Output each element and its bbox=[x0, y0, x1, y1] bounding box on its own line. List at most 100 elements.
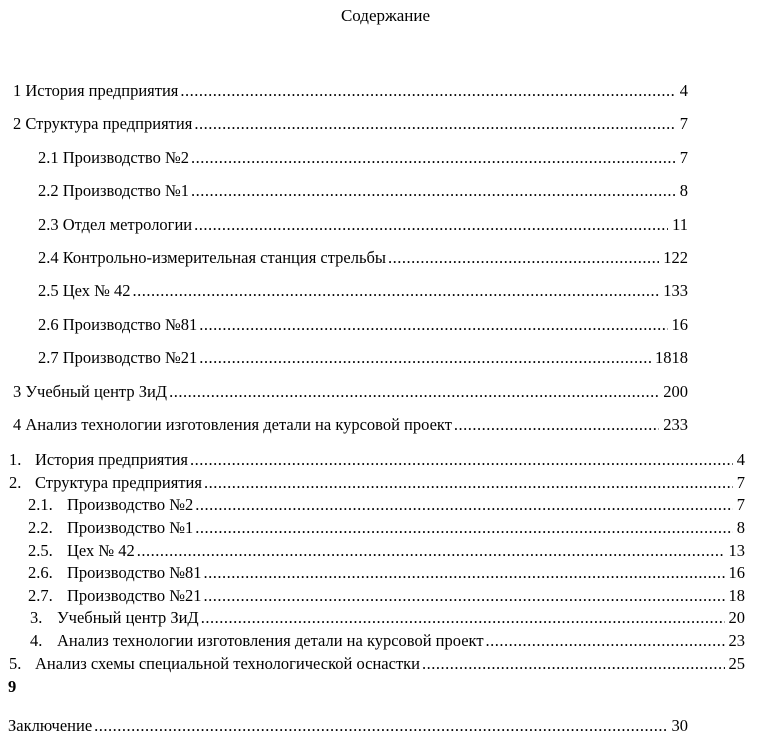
dot-leader bbox=[204, 472, 733, 495]
toc-entry[interactable]: 2.7. Производство №21 18 bbox=[9, 585, 745, 608]
toc-entry-page: 8 bbox=[679, 181, 688, 201]
toc-entry[interactable]: 2 Структура предприятия 7 bbox=[13, 107, 688, 140]
toc-entry[interactable]: 2.3 Отдел метрологии 11 bbox=[13, 208, 688, 241]
toc-entry-label: 2.2 Производство №1 bbox=[38, 181, 189, 201]
dot-leader bbox=[195, 494, 733, 517]
toc-entry-label: 2.4 Контрольно-измерительная станция стр… bbox=[38, 247, 386, 267]
toc-entry-page: 133 bbox=[663, 281, 688, 301]
toc-entry[interactable]: 2.1. Производство №2 7 bbox=[9, 494, 745, 517]
toc-entry-number: 2.6. bbox=[28, 563, 53, 583]
toc-entry-label: Анализ схемы специальной технологической… bbox=[35, 653, 421, 673]
dot-leader bbox=[194, 208, 668, 241]
toc-entry-page: 4 bbox=[736, 450, 745, 470]
toc-entry[interactable]: 2.1 Производство №2 7 bbox=[13, 141, 688, 174]
toc-entry-label: 1 История предприятия bbox=[13, 81, 179, 100]
dot-leader bbox=[388, 241, 659, 274]
toc-entry[interactable]: 1. История предприятия 4 bbox=[9, 449, 745, 472]
toc-entry-page: 1818 bbox=[655, 348, 688, 368]
toc-entry[interactable]: 2.5 Цех № 42 133 bbox=[13, 274, 688, 307]
toc-entry-page: 13 bbox=[728, 540, 746, 560]
toc-entry-number: 2.7. bbox=[28, 585, 53, 605]
toc-entry-label: Анализ технологии изготовления детали на… bbox=[57, 631, 484, 651]
toc-entry[interactable]: 4. Анализ технологии изготовления детали … bbox=[9, 630, 745, 653]
toc-entry-label: Структура предприятия bbox=[35, 472, 202, 492]
dot-leader bbox=[169, 375, 659, 408]
dot-leader bbox=[195, 517, 733, 540]
toc-entry-label: Производство №1 bbox=[67, 518, 194, 538]
toc-entry-label: 2.3 Отдел метрологии bbox=[38, 214, 193, 234]
toc-entry[interactable]: 2.2. Производство №1 8 bbox=[9, 517, 745, 540]
toc-entry-label: 2.6 Производство №81 bbox=[38, 314, 198, 334]
dot-leader bbox=[191, 141, 676, 174]
toc-entry-number: 4. bbox=[30, 631, 43, 651]
dot-leader bbox=[191, 174, 676, 207]
dot-leader bbox=[422, 653, 724, 676]
toc-entry-page: 8 bbox=[736, 518, 745, 538]
toc-entry-number: 3. bbox=[30, 608, 43, 628]
toc-entry-number: 2.2. bbox=[28, 518, 53, 538]
toc-entry-page: 7 bbox=[736, 495, 745, 515]
page-title: Содержание bbox=[340, 6, 431, 25]
toc-entry-label: Учебный центр ЗиД bbox=[57, 608, 199, 628]
toc-entry-page: 7 bbox=[679, 147, 688, 167]
toc-entry[interactable]: 2.4 Контрольно-измерительная станция стр… bbox=[13, 241, 688, 274]
toc-entry-page: 4 bbox=[679, 81, 688, 100]
toc-primary-list: 1 История предприятия 4 2 Структура предпр… bbox=[13, 74, 688, 441]
toc-entry-number: 2.5. bbox=[28, 540, 53, 560]
toc-entry[interactable]: 2.6. Производство №81 16 bbox=[9, 562, 745, 585]
toc-entry[interactable]: 2.7 Производство №21 1818 bbox=[13, 341, 688, 374]
toc-entry-page: 200 bbox=[663, 381, 688, 401]
conclusion-toc-entry[interactable]: Заключение 30 bbox=[8, 715, 688, 738]
dot-leader bbox=[133, 274, 660, 307]
toc-entry[interactable]: 3 Учебный центр ЗиД 200 bbox=[13, 375, 688, 408]
dot-leader bbox=[180, 74, 675, 107]
toc-entry-page: 16 bbox=[728, 563, 746, 583]
dot-leader bbox=[190, 449, 733, 472]
toc-entry[interactable]: 2.2 Производство №1 8 bbox=[13, 174, 688, 207]
dot-leader bbox=[137, 540, 725, 563]
toc-entry-page: 7 bbox=[736, 472, 745, 492]
toc-entry-number: 2.1. bbox=[28, 495, 53, 515]
dot-leader bbox=[94, 715, 667, 738]
dot-leader bbox=[203, 585, 724, 608]
toc-entry-number: 5. bbox=[9, 653, 22, 673]
toc-entry[interactable]: 2. Структура предприятия 7 bbox=[9, 472, 745, 495]
toc-entry[interactable]: 3. Учебный центр ЗиД 20 bbox=[9, 607, 745, 630]
toc-entry-label: История предприятия bbox=[35, 450, 188, 470]
toc-entry-number: 1. bbox=[9, 450, 22, 470]
toc-entry[interactable]: 2.5. Цех № 42 13 bbox=[9, 540, 745, 563]
dot-leader bbox=[203, 562, 724, 585]
dot-leader bbox=[486, 630, 725, 653]
toc-entry-label: Цех № 42 bbox=[67, 540, 135, 560]
toc-entry-label: Производство №81 bbox=[67, 563, 202, 583]
toc-entry[interactable]: 4 Анализ технологии изготовления детали … bbox=[13, 408, 688, 441]
toc-entry-label: Производство №2 bbox=[67, 495, 194, 515]
toc-entry-page: 18 bbox=[728, 585, 746, 605]
toc-entry-page: 122 bbox=[663, 247, 688, 267]
toc-entry-label: 3 Учебный центр ЗиД bbox=[13, 381, 168, 401]
toc-entry-page: 23 bbox=[728, 631, 746, 651]
dot-leader bbox=[199, 341, 651, 374]
toc-entry-page: 7 bbox=[679, 114, 688, 134]
conclusion-page-number: 30 bbox=[671, 716, 689, 736]
stray-page-number: 9 bbox=[8, 677, 17, 697]
dot-leader bbox=[454, 408, 659, 441]
toc-entry[interactable]: 5. Анализ схемы специальной технологическ… bbox=[9, 653, 745, 676]
toc-entry-page: 16 bbox=[671, 314, 689, 334]
toc-entry-label: Производство №21 bbox=[67, 585, 202, 605]
toc-entry[interactable]: 1 История предприятия 4 bbox=[13, 74, 688, 107]
toc-entry-page: 20 bbox=[728, 608, 746, 628]
toc-entry-label: 2.1 Производство №2 bbox=[38, 147, 189, 167]
toc-entry-number: 2. bbox=[9, 472, 22, 492]
dot-leader bbox=[201, 607, 725, 630]
toc-entry-label: 2.7 Производство №21 bbox=[38, 348, 198, 368]
toc-entry-label: 4 Анализ технологии изготовления детали … bbox=[13, 414, 452, 434]
toc-secondary-list: 1. История предприятия 4 2. Структура предпр… bbox=[9, 449, 745, 675]
conclusion-label: Заключение bbox=[8, 716, 93, 736]
toc-entry-page: 25 bbox=[728, 653, 746, 673]
toc-entry-label: 2.5 Цех № 42 bbox=[38, 281, 131, 301]
toc-entry[interactable]: 2.6 Производство №81 16 bbox=[13, 308, 688, 341]
dot-leader bbox=[194, 107, 675, 140]
toc-entry-label: 2 Структура предприятия bbox=[13, 114, 193, 134]
